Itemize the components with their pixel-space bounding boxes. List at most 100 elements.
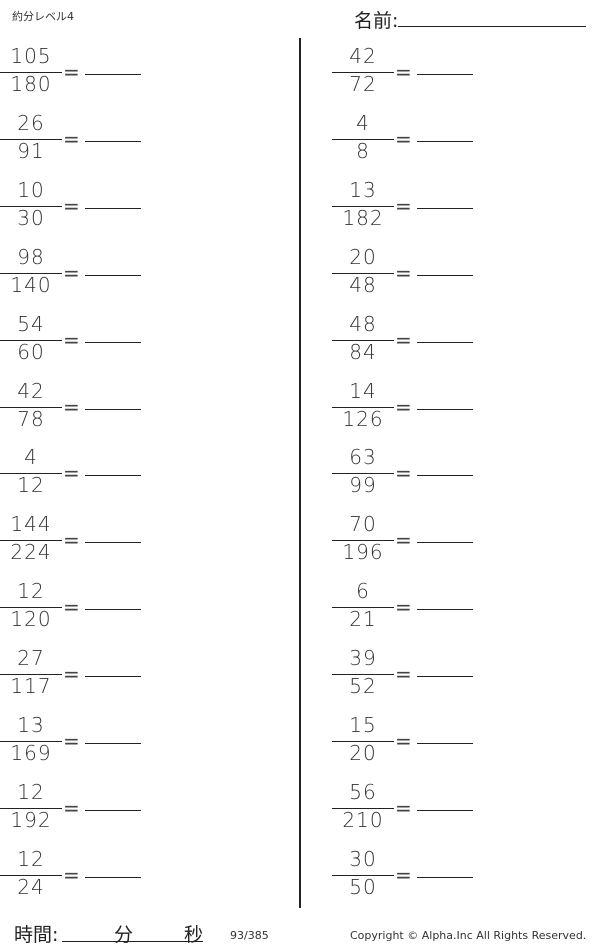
denominator: 99 <box>349 473 377 498</box>
answer-blank[interactable] <box>85 542 141 544</box>
fraction: 14 126 <box>332 377 394 437</box>
fraction-problem: 27 117 = <box>0 644 160 704</box>
denominator: 169 <box>10 741 52 765</box>
fraction-problem: 12 120 = <box>0 577 160 637</box>
answer-blank[interactable] <box>417 542 473 544</box>
answer-blank[interactable] <box>85 74 141 75</box>
numerator: 6 <box>356 579 370 604</box>
equals-sign: = <box>395 327 412 352</box>
equals-sign: = <box>395 595 412 620</box>
denominator: 84 <box>349 339 377 364</box>
column-divider <box>299 38 301 908</box>
fraction-problem: 48 84 = <box>332 310 492 370</box>
fraction-problem: 20 48 = <box>332 243 492 303</box>
fraction: 13 182 <box>332 176 394 236</box>
answer-blank[interactable] <box>85 207 141 209</box>
numerator: 56 <box>349 779 377 804</box>
numerator: 10 <box>17 177 45 202</box>
fraction-bar <box>332 607 394 609</box>
equals-sign: = <box>63 260 80 285</box>
answer-blank[interactable] <box>417 809 473 811</box>
fraction: 10 30 <box>0 176 62 236</box>
fraction-bar <box>0 406 62 408</box>
equals-sign: = <box>63 60 80 84</box>
numerator: 144 <box>10 512 52 537</box>
denominator: 8 <box>356 138 370 163</box>
answer-blank[interactable] <box>85 676 141 678</box>
fraction: 26 91 <box>0 109 62 169</box>
fraction-problem: 10 30 = <box>0 176 160 236</box>
denominator: 78 <box>17 406 45 431</box>
numerator: 13 <box>349 177 377 202</box>
answer-blank[interactable] <box>85 876 141 878</box>
answer-blank[interactable] <box>417 341 473 343</box>
fraction-bar <box>0 205 62 207</box>
fraction-problem: 15 20 = <box>332 711 492 771</box>
denominator: 50 <box>349 874 377 899</box>
minutes-label: 分 <box>114 924 134 946</box>
equals-sign: = <box>63 729 80 753</box>
numerator: 20 <box>349 244 377 269</box>
answer-blank[interactable] <box>417 676 473 678</box>
answer-blank[interactable] <box>85 274 141 276</box>
answer-blank[interactable] <box>417 74 473 75</box>
fraction-problem: 13 182 = <box>332 176 492 236</box>
answer-blank[interactable] <box>85 408 141 410</box>
answer-blank[interactable] <box>417 140 473 142</box>
fraction: 42 72 <box>332 42 394 102</box>
fraction: 6 21 <box>332 577 394 637</box>
fraction-bar <box>0 540 62 542</box>
answer-blank[interactable] <box>85 475 141 477</box>
denominator: 72 <box>349 72 377 96</box>
answer-blank[interactable] <box>417 743 473 744</box>
fraction-problem: 4 8 = <box>332 109 492 169</box>
denominator: 120 <box>10 607 52 632</box>
denominator: 21 <box>349 607 377 632</box>
equals-sign: = <box>395 394 412 419</box>
fraction-bar <box>332 741 394 742</box>
equals-sign: = <box>63 862 80 887</box>
fraction-bar <box>0 607 62 609</box>
fraction: 20 48 <box>332 243 394 303</box>
fraction-bar <box>332 339 394 341</box>
denominator: 30 <box>17 205 45 230</box>
denominator: 182 <box>342 205 384 230</box>
answer-blank[interactable] <box>417 475 473 477</box>
fraction-problem: 12 192 = <box>0 778 160 838</box>
fraction: 39 52 <box>332 644 394 704</box>
fraction: 63 99 <box>332 443 394 503</box>
answer-blank[interactable] <box>85 341 141 343</box>
denominator: 224 <box>10 540 52 565</box>
equals-sign: = <box>63 126 80 151</box>
fraction-problem: 98 140 = <box>0 243 160 303</box>
answer-blank[interactable] <box>417 609 473 611</box>
fraction-problem: 70 196 = <box>332 510 492 570</box>
fraction-bar <box>0 807 62 809</box>
fraction-problem: 54 60 = <box>0 310 160 370</box>
numerator: 4 <box>356 110 370 135</box>
answer-blank[interactable] <box>417 408 473 410</box>
fraction-bar <box>0 138 62 140</box>
fraction-bar <box>0 741 62 742</box>
fraction-bar <box>332 874 394 876</box>
fraction-problem: 42 72 = <box>332 42 492 102</box>
answer-blank[interactable] <box>85 809 141 811</box>
page-number: 93/385 <box>230 929 269 942</box>
answer-blank[interactable] <box>85 140 141 142</box>
numerator: 12 <box>17 846 45 871</box>
answer-blank[interactable] <box>417 876 473 878</box>
fraction: 42 78 <box>0 377 62 437</box>
denominator: 196 <box>342 540 384 565</box>
denominator: 20 <box>349 741 377 765</box>
answer-blank[interactable] <box>417 274 473 276</box>
answer-blank[interactable] <box>85 609 141 611</box>
fraction-problem: 144 224 = <box>0 510 160 570</box>
numerator: 13 <box>17 713 45 737</box>
fraction: 12 120 <box>0 577 62 637</box>
equals-sign: = <box>63 193 80 218</box>
equals-sign: = <box>63 327 80 352</box>
fraction-bar <box>332 473 394 475</box>
fraction: 56 210 <box>332 778 394 838</box>
answer-blank[interactable] <box>417 207 473 209</box>
answer-blank[interactable] <box>85 743 141 744</box>
